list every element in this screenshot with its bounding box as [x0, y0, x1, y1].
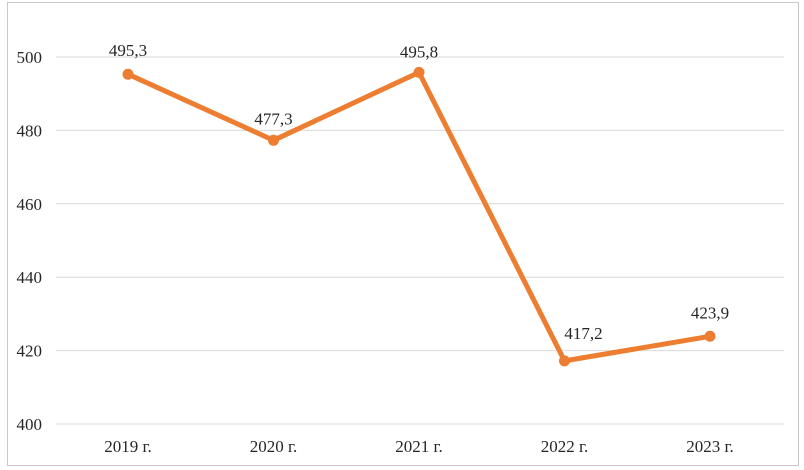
y-tick-label: 480 — [17, 121, 43, 140]
y-tick-label: 460 — [17, 195, 43, 214]
x-axis-label: 2019 г. — [104, 437, 152, 456]
data-point-marker — [122, 68, 134, 80]
data-point-label: 423,9 — [691, 303, 729, 322]
data-point-marker — [559, 355, 570, 367]
data-point-marker — [268, 134, 279, 146]
y-tick-label: 420 — [17, 342, 43, 361]
data-point-marker — [413, 66, 425, 78]
data-point-label: 495,8 — [400, 42, 438, 61]
data-point-label: 495,3 — [109, 41, 147, 60]
x-axis-label: 2022 г. — [541, 437, 589, 456]
y-tick-label: 500 — [17, 48, 43, 67]
y-tick-label: 440 — [17, 268, 43, 287]
data-point-label: 417,2 — [564, 324, 602, 343]
x-axis-label: 2020 г. — [250, 437, 298, 456]
y-tick-label: 400 — [17, 415, 43, 434]
data-point-marker — [704, 330, 716, 342]
x-axis-label: 2021 г. — [395, 437, 443, 456]
chart-frame-border — [7, 2, 799, 466]
x-axis-label: 2023 г. — [686, 437, 734, 456]
data-point-label: 477,3 — [254, 109, 292, 128]
